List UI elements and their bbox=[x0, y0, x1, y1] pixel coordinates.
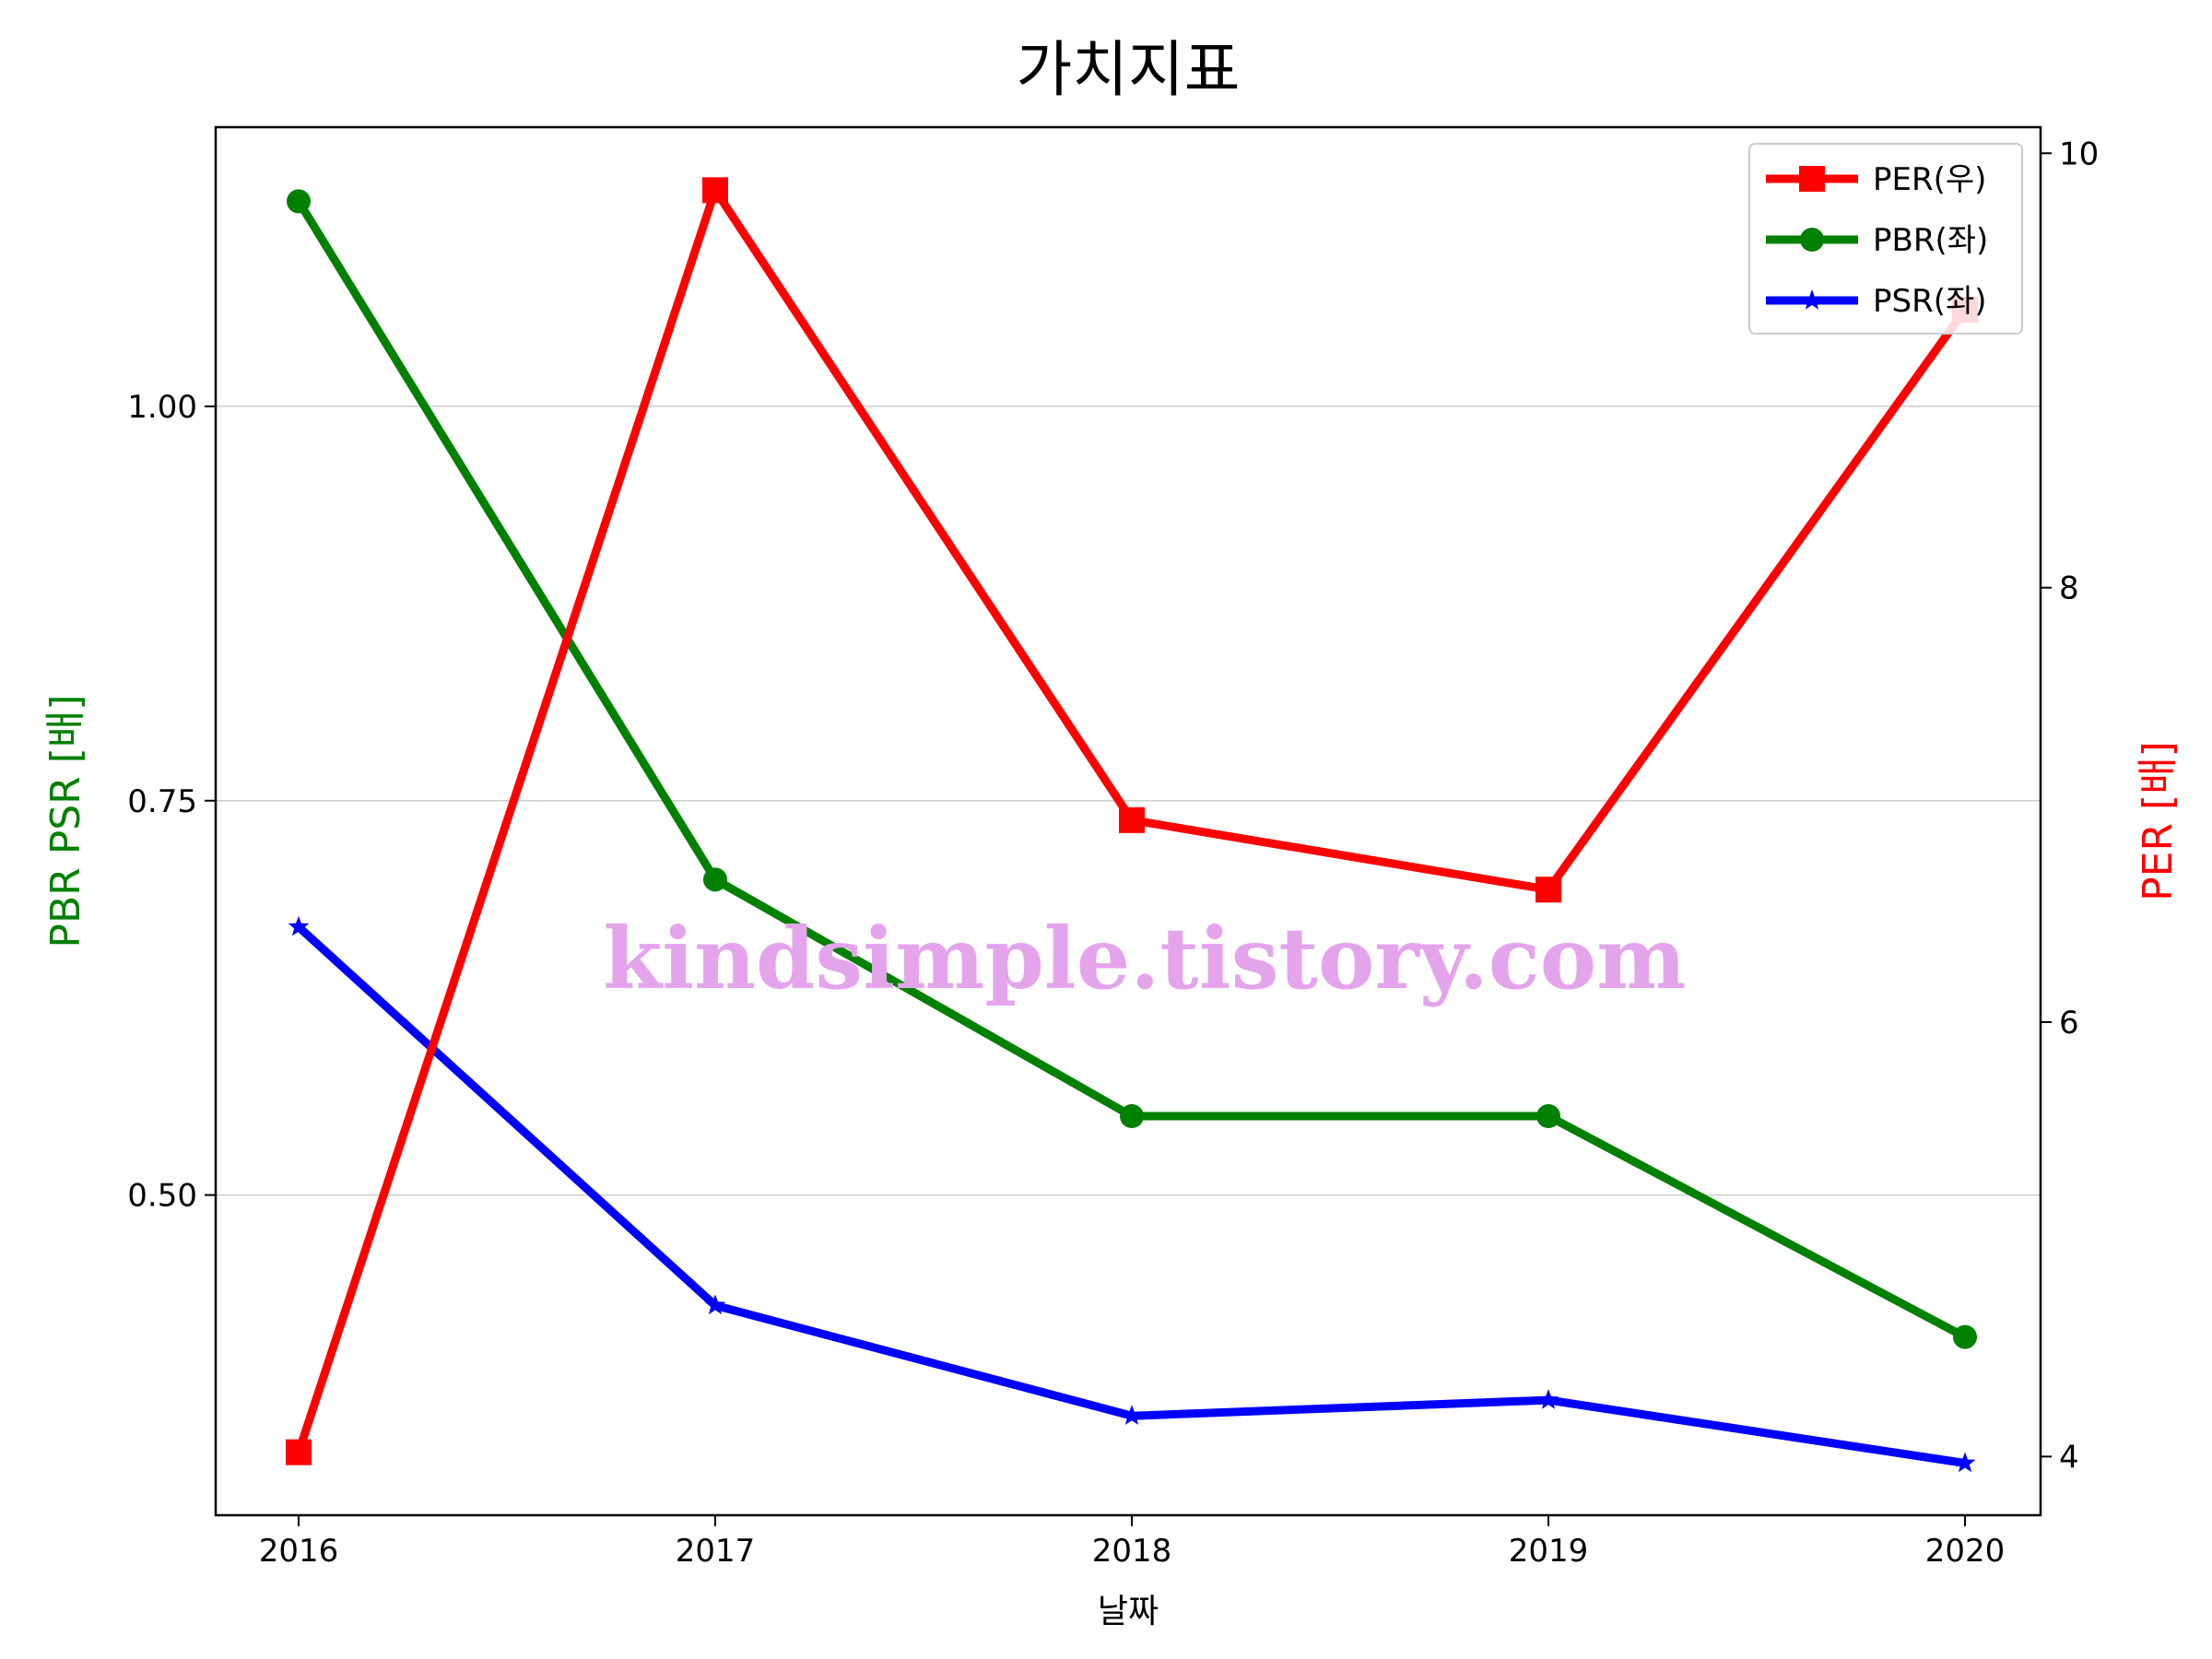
data-point bbox=[703, 867, 727, 891]
legend-marker bbox=[1800, 228, 1824, 252]
data-point bbox=[1119, 807, 1145, 833]
x-tick-label: 2016 bbox=[259, 1533, 339, 1570]
x-tick-label: 2018 bbox=[1092, 1533, 1172, 1570]
y-right-tick-label: 8 bbox=[2059, 571, 2079, 607]
y-right-tick-label: 4 bbox=[2059, 1439, 2079, 1476]
legend-label: PSR(좌) bbox=[1873, 283, 1987, 320]
data-point bbox=[1953, 1325, 1977, 1349]
legend-marker bbox=[1799, 166, 1825, 192]
y-right-axis-label: PER [배] bbox=[2135, 741, 2182, 901]
watermark-text: kindsimple.tistory.com bbox=[603, 909, 1686, 1008]
x-tick-label: 2017 bbox=[676, 1533, 756, 1570]
y-right-tick-label: 6 bbox=[2059, 1005, 2079, 1041]
data-point bbox=[702, 177, 728, 203]
data-point bbox=[287, 189, 311, 213]
y-left-tick-label: 0.50 bbox=[127, 1178, 197, 1215]
x-tick-label: 2020 bbox=[1925, 1533, 2006, 1570]
y-left-tick-label: 0.75 bbox=[127, 783, 197, 820]
data-point bbox=[1536, 1104, 1560, 1128]
data-point bbox=[1120, 1104, 1144, 1128]
y-right-tick-label: 10 bbox=[2059, 135, 2099, 172]
legend-label: PER(우) bbox=[1873, 161, 1986, 198]
y-left-tick-label: 1.00 bbox=[127, 389, 197, 426]
legend-label: PBR(좌) bbox=[1873, 222, 1988, 259]
x-tick-label: 2019 bbox=[1509, 1533, 1589, 1570]
y-left-axis-label: PBR PSR [배] bbox=[42, 694, 89, 947]
data-point bbox=[286, 1440, 312, 1465]
data-point bbox=[1535, 877, 1561, 902]
chart-title: 가치지표 bbox=[1017, 34, 1241, 105]
legend: PER(우) PBR(좌) PSR(좌) bbox=[1749, 144, 2022, 334]
x-axis-label: 날짜 bbox=[1098, 1593, 1159, 1630]
